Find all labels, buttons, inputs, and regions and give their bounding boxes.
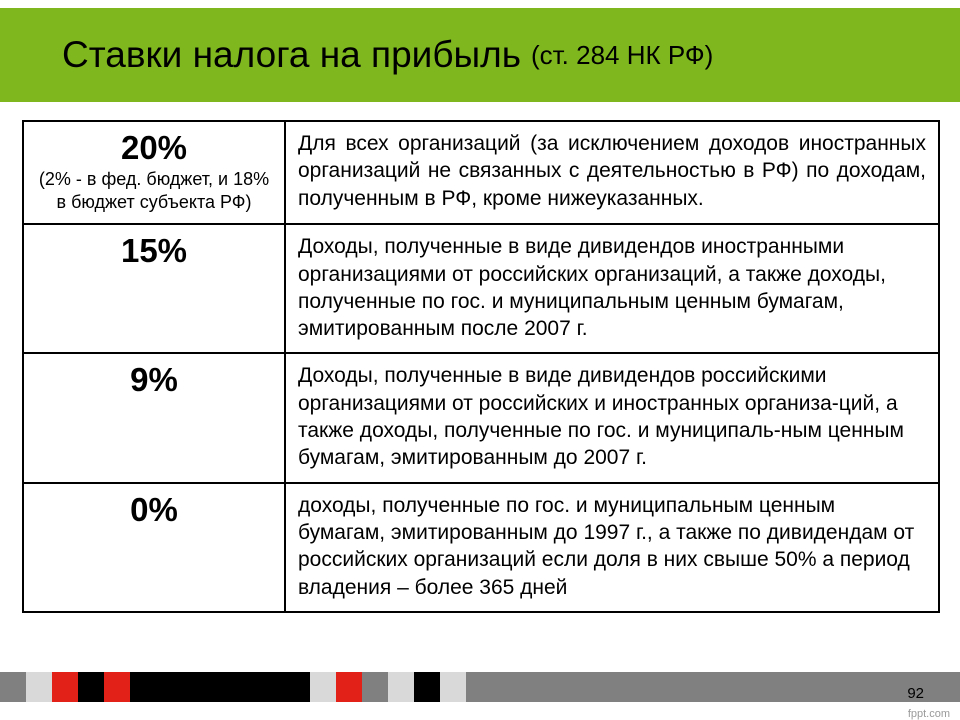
deco-segment: [104, 672, 130, 702]
slide-header: Ставки налога на прибыль (ст. 284 НК РФ): [0, 8, 960, 102]
rate-cell: 0%: [23, 483, 285, 612]
deco-segment: [52, 672, 78, 702]
slide-title-sub: (ст. 284 НК РФ): [531, 40, 713, 71]
rate-note: (2% - в фед. бюджет, и 18% в бюджет субъ…: [36, 168, 272, 213]
deco-segment: [130, 672, 310, 702]
deco-segment: [388, 672, 414, 702]
deco-segment: [440, 672, 466, 702]
table-row: 0% доходы, полученные по гос. и муниципа…: [23, 483, 939, 612]
table-row: 9% Доходы, полученные в виде дивидендов …: [23, 353, 939, 482]
deco-segment: [362, 672, 388, 702]
deco-segment: [0, 672, 26, 702]
rate-cell: 20% (2% - в фед. бюджет, и 18% в бюджет …: [23, 121, 285, 224]
rate-description: Доходы, полученные в виде дивидендов ино…: [285, 224, 939, 353]
tax-rates-table-wrap: 20% (2% - в фед. бюджет, и 18% в бюджет …: [22, 120, 938, 613]
rate-value: 15%: [36, 233, 272, 269]
slide-title-main: Ставки налога на прибыль: [62, 34, 521, 76]
deco-segment: [336, 672, 362, 702]
rate-value: 0%: [36, 492, 272, 528]
deco-segment: [310, 672, 336, 702]
footer-credit: fppt.com: [908, 708, 950, 720]
tax-rates-table: 20% (2% - в фед. бюджет, и 18% в бюджет …: [22, 120, 940, 613]
deco-segment: [466, 672, 960, 702]
slide: Ставки налога на прибыль (ст. 284 НК РФ)…: [0, 0, 960, 720]
rate-cell: 15%: [23, 224, 285, 353]
page-number: 92: [907, 685, 924, 702]
decorative-stripe: [0, 672, 960, 702]
rate-value: 20%: [36, 130, 272, 166]
rate-description: Для всех организаций (за исключением дох…: [285, 121, 939, 224]
deco-segment: [78, 672, 104, 702]
rate-description: Доходы, полученные в виде дивидендов рос…: [285, 353, 939, 482]
deco-segment: [414, 672, 440, 702]
table-row: 20% (2% - в фед. бюджет, и 18% в бюджет …: [23, 121, 939, 224]
rate-cell: 9%: [23, 353, 285, 482]
table-row: 15% Доходы, полученные в виде дивидендов…: [23, 224, 939, 353]
rate-value: 9%: [36, 362, 272, 398]
rate-description: доходы, полученные по гос. и муниципальн…: [285, 483, 939, 612]
deco-segment: [26, 672, 52, 702]
